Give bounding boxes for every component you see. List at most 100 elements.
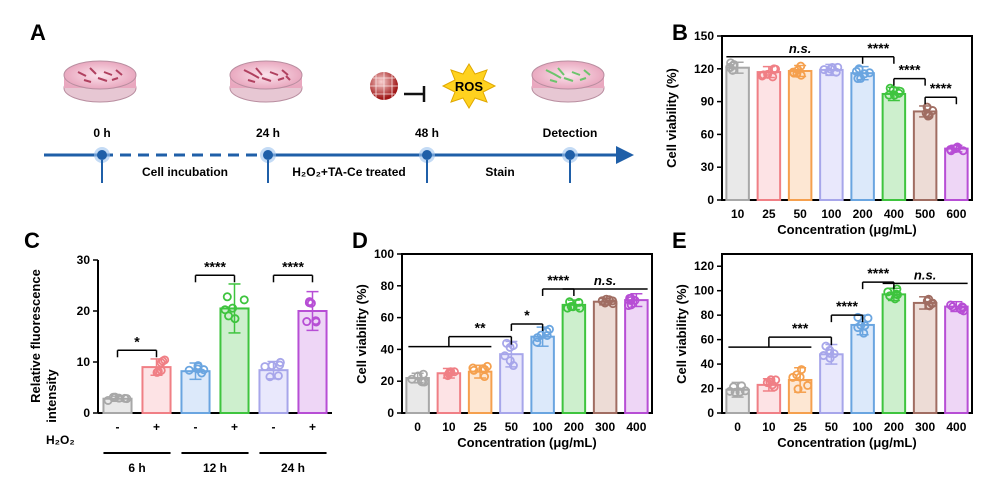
panel-c-data-point bbox=[108, 392, 118, 402]
panel-b-data-point bbox=[833, 62, 843, 72]
panel-c-group-label: 24 h bbox=[281, 461, 305, 475]
panel-b-data-point bbox=[819, 65, 829, 75]
timeline-node bbox=[94, 147, 110, 183]
panel-c-data-point bbox=[260, 362, 270, 372]
panel-c-data-point bbox=[305, 297, 315, 307]
panel-e-y-tick-label: 20 bbox=[701, 382, 715, 396]
time-label-24h: 24 h bbox=[256, 126, 280, 140]
panel-d-x-tick-label: 50 bbox=[505, 420, 519, 434]
panel-label-e: E bbox=[672, 228, 687, 253]
panel-c-data-point bbox=[199, 365, 209, 375]
panel-d-x-axis-label: Concentration (μg/mL) bbox=[457, 435, 596, 450]
panel-e-data-point bbox=[957, 302, 967, 312]
panel-c-x-tick-label: + bbox=[309, 420, 316, 434]
panel-d-data-point bbox=[505, 356, 515, 366]
panel-e-x-tick-label: 10 bbox=[762, 420, 776, 434]
panel-c-row-label: H₂O₂ bbox=[46, 433, 75, 447]
panel-c-x-tick-label: + bbox=[153, 420, 160, 434]
panel-b-data-point bbox=[859, 69, 869, 79]
panel-c-y-tick-label: 20 bbox=[77, 304, 91, 318]
panel-b-data-point bbox=[945, 145, 955, 155]
panel-e-plot-frame bbox=[721, 253, 973, 414]
panel-d-data-point bbox=[532, 337, 542, 347]
panel-e-bar bbox=[881, 293, 907, 414]
panel-d-x-tick-label: 300 bbox=[595, 420, 615, 434]
panel-e-data-point bbox=[762, 378, 772, 388]
panel-d-x-tick-label: 100 bbox=[533, 420, 553, 434]
panel-d-data-point bbox=[500, 351, 510, 361]
panel-e-significance-label: **** bbox=[836, 298, 858, 314]
panel-e-y-axis-label: Cell viability (%) bbox=[674, 284, 689, 384]
panel-b-data-point bbox=[884, 90, 894, 100]
panel-c-group-label: 6 h bbox=[128, 461, 145, 475]
panel-e-x-tick-label: 50 bbox=[825, 420, 839, 434]
panel-b-y-axis-label: Cell viability (%) bbox=[664, 68, 679, 168]
panel-d-data-point bbox=[597, 296, 607, 306]
panel-d-data-point bbox=[469, 365, 479, 375]
panel-d-data-point bbox=[542, 330, 552, 340]
panel-e-data-point bbox=[730, 387, 740, 397]
panel-e-data-point bbox=[863, 313, 873, 323]
timeline-arrowhead-icon bbox=[616, 146, 634, 164]
panel-c-data-point bbox=[152, 367, 162, 377]
panel-d-data-point bbox=[446, 367, 456, 377]
panel-b-x-tick-label: 400 bbox=[884, 207, 904, 221]
panel-c-x-tick-label: - bbox=[116, 420, 120, 434]
panel-c-data-point bbox=[120, 393, 130, 403]
panel-b-bar bbox=[819, 68, 844, 202]
panel-b-data-point bbox=[865, 68, 875, 78]
panel-e-data-point bbox=[829, 349, 839, 359]
panel-b-y-tick-label: 90 bbox=[701, 95, 715, 109]
panel-e-x-tick-label: 0 bbox=[734, 420, 741, 434]
panel-b-y-tick-label: 120 bbox=[694, 62, 714, 76]
panel-e-data-point bbox=[729, 382, 739, 392]
petri-dish-icon bbox=[63, 60, 137, 103]
panel-b-bar bbox=[881, 92, 907, 201]
panel-c-significance-label: * bbox=[134, 333, 140, 349]
panel-d-x-tick-label: 10 bbox=[442, 420, 456, 434]
panel-e-bar bbox=[944, 305, 969, 415]
panel-d-bar bbox=[592, 300, 618, 415]
panel-b-data-point bbox=[958, 146, 968, 156]
panel-e-data-point bbox=[771, 375, 781, 385]
panel-b-data-point bbox=[769, 64, 779, 74]
panel-b-data-point bbox=[923, 110, 933, 120]
panel-d-y-tick-label: 0 bbox=[387, 406, 394, 420]
panel-c-significance-label: **** bbox=[204, 258, 226, 274]
panel-d-y-tick-label: 100 bbox=[374, 247, 394, 261]
panel-c-y-tick-label: 30 bbox=[77, 253, 91, 267]
petri-dish-icon bbox=[229, 60, 303, 103]
panel-e-significance-label: **** bbox=[867, 265, 889, 281]
panel-e-y-tick-label: 0 bbox=[707, 406, 714, 420]
panel-c-data-point bbox=[222, 292, 232, 302]
panel-c-data-point bbox=[156, 358, 166, 368]
panel-b-bar bbox=[912, 110, 938, 201]
ros-burst-icon: ROS bbox=[441, 63, 497, 109]
panel-b-x-tick-label: 50 bbox=[793, 207, 807, 221]
panel-b-data-point bbox=[950, 144, 960, 154]
panel-b-data-point bbox=[726, 58, 736, 68]
panel-d-y-tick-label: 40 bbox=[381, 342, 395, 356]
panel-d-data-point bbox=[533, 333, 543, 343]
panel-b-data-point bbox=[758, 70, 768, 80]
panel-d-significance-label: ** bbox=[475, 320, 486, 336]
panel-c-data-point bbox=[220, 305, 230, 315]
panel-e-x-tick-label: 200 bbox=[884, 420, 904, 434]
panel-d-y-tick-label: 20 bbox=[381, 374, 395, 388]
panel-c-data-point bbox=[267, 361, 277, 371]
panel-c-y-axis-label: intensity bbox=[44, 369, 59, 423]
panel-e-data-point bbox=[793, 384, 803, 394]
panel-e-bar bbox=[850, 323, 875, 415]
panel-e-data-point bbox=[885, 291, 895, 301]
panel-b-bar bbox=[725, 66, 750, 201]
panel-d-x-tick-label: 0 bbox=[414, 420, 421, 434]
panel-e-data-point bbox=[821, 341, 831, 351]
panel-c-data-point bbox=[273, 371, 283, 381]
panel-e-data-point bbox=[860, 321, 870, 331]
panel-b-y-tick-label: 60 bbox=[701, 127, 715, 141]
panel-d-y-axis-label: Cell viability (%) bbox=[354, 284, 369, 384]
panel-b-x-tick-label: 500 bbox=[915, 207, 935, 221]
panel-b-data-point bbox=[895, 86, 905, 96]
panel-d-bar bbox=[561, 303, 587, 415]
panel-b-x-tick-label: 10 bbox=[731, 207, 745, 221]
